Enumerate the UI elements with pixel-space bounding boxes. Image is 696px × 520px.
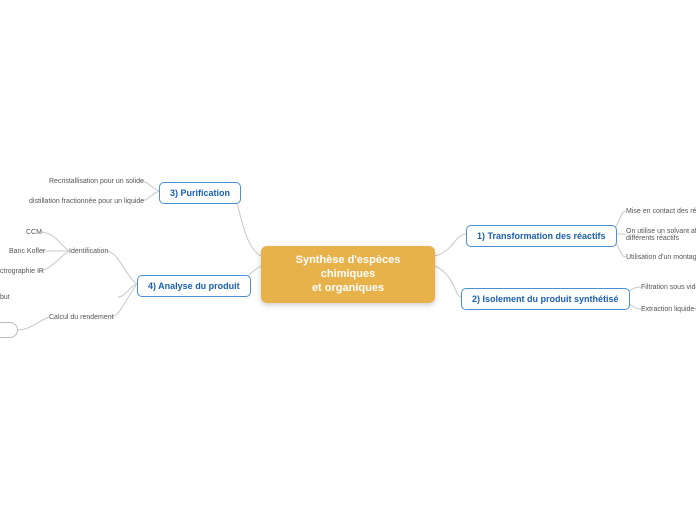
- leaf-filtration[interactable]: Filtration sous vide: [641, 284, 696, 291]
- leaf-banc-kofler[interactable]: Banc Kofler: [9, 248, 45, 255]
- leaf-solvant[interactable]: On utilise un solvant afin différents ré…: [626, 228, 696, 242]
- center-node[interactable]: Synthèse d'espèces chimiques et organiqu…: [261, 246, 435, 303]
- center-label-1: Synthèse d'espèces chimiques: [296, 254, 401, 280]
- leaf-ccm[interactable]: CCM: [26, 229, 42, 236]
- leaf-rendement[interactable]: Calcul du rendement: [49, 314, 114, 321]
- leaf-distillation[interactable]: distillation fractionnée pour un liquide: [29, 198, 144, 205]
- leaf-montage[interactable]: Utilisation d'un montage: [626, 254, 696, 261]
- branch-purification[interactable]: 3) Purification: [159, 182, 241, 204]
- branch-transformation[interactable]: 1) Transformation des réactifs: [466, 225, 617, 247]
- leaf-mise-en-contact[interactable]: Mise en contact des réact: [626, 208, 696, 215]
- branch-isolement[interactable]: 2) Isolement du produit synthétisé: [461, 288, 630, 310]
- leaf-ir[interactable]: ctrographie IR: [0, 268, 44, 275]
- branch-analyse[interactable]: 4) Analyse du produit: [137, 275, 251, 297]
- center-label-2: et organiques: [312, 282, 384, 294]
- leaf-extraction[interactable]: Extraction liquide-li: [641, 306, 696, 313]
- leaf-recristallisation[interactable]: Recristallisation pour un solide: [49, 178, 144, 185]
- leaf-identification[interactable]: Identification: [69, 248, 108, 255]
- leaf-but[interactable]: but: [0, 294, 10, 301]
- leaf-empty-box[interactable]: [0, 322, 18, 338]
